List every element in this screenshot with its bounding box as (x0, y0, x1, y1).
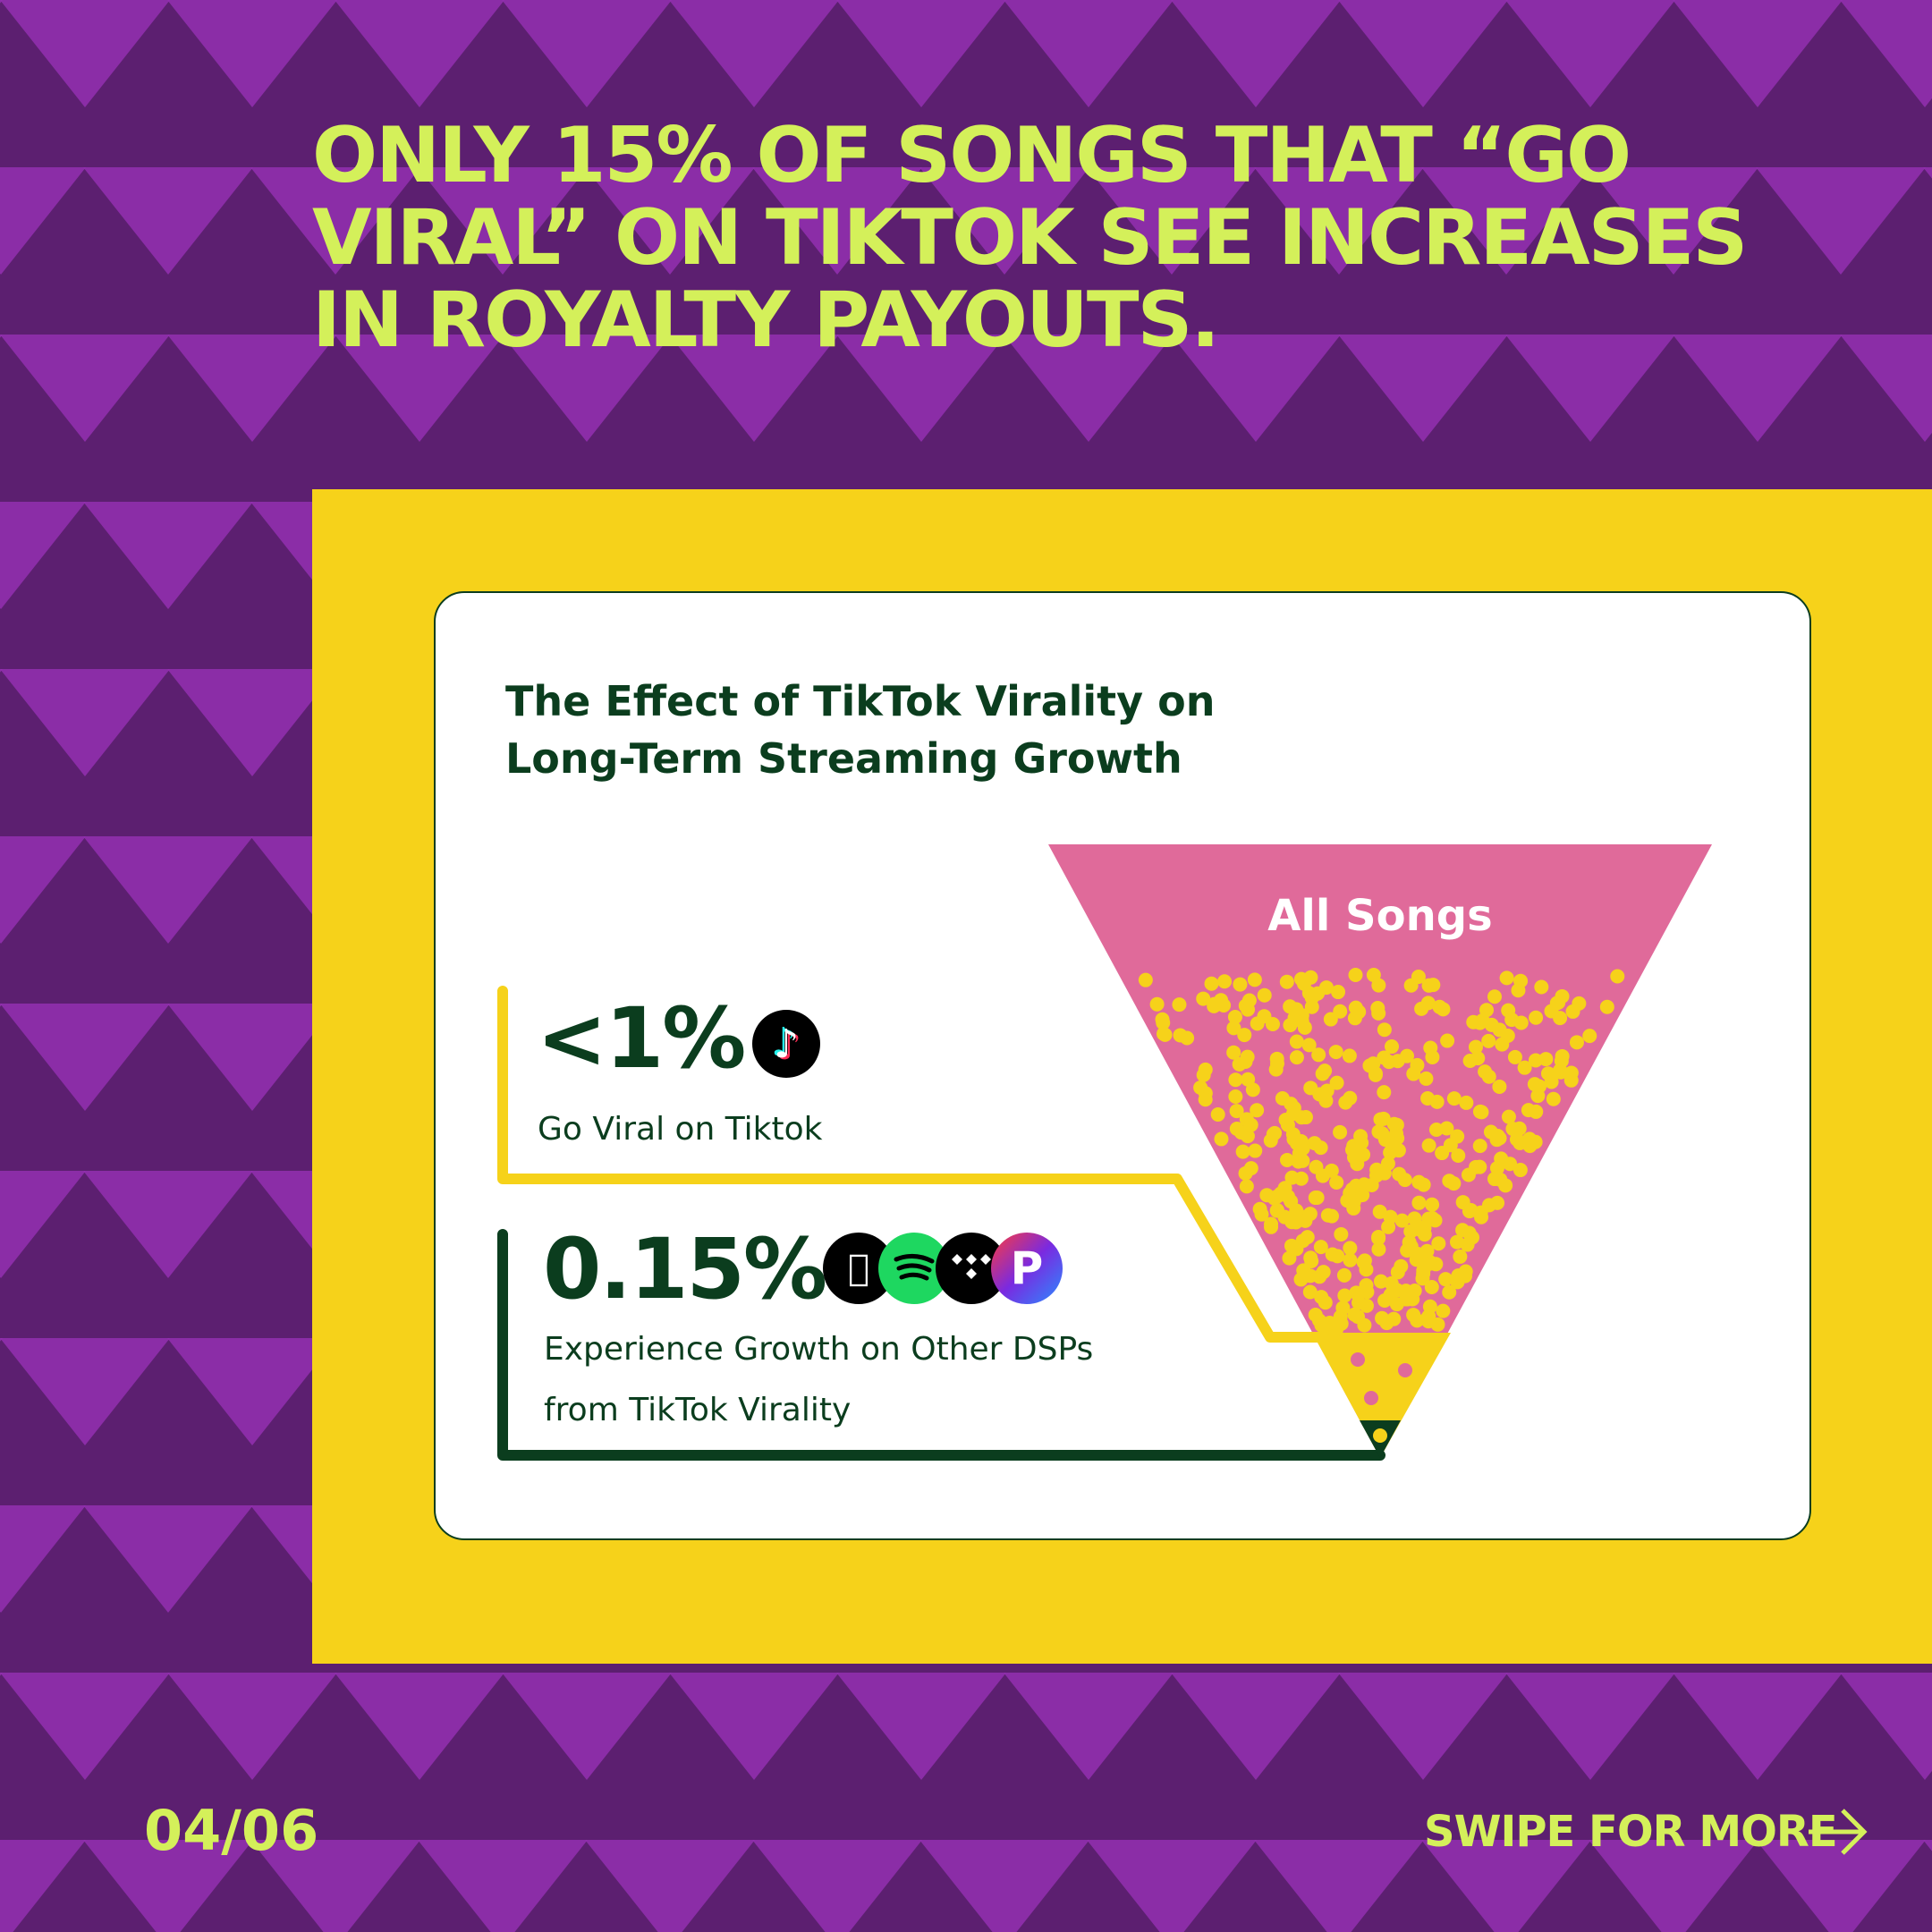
background-triangle (167, 0, 337, 107)
background-triangle (167, 669, 337, 776)
background-triangle (167, 335, 337, 442)
background-triangle (1756, 167, 1926, 275)
background-triangle (167, 1338, 337, 1445)
headline: Only 15% of songs that “go viral” on Tik… (312, 111, 1748, 365)
background-triangle (0, 1004, 3, 1007)
background-triangle (83, 502, 253, 609)
background-triangle (1254, 1840, 1424, 1932)
stat-growth-label-line2: from TikTok Virality (544, 1392, 852, 1428)
background-triangle (1171, 335, 1341, 442)
stat-growth-label-line1: Experience Growth on Other DSPs (544, 1331, 1094, 1368)
stat-growth-value: 0.15% (543, 1221, 827, 1318)
background-triangle (83, 1505, 253, 1613)
background-triangle (1673, 1673, 1843, 1780)
background-triangle (585, 167, 755, 275)
background-triangle (0, 669, 170, 776)
background-triangle (83, 1840, 253, 1932)
background-triangle (0, 1840, 86, 1932)
background-triangle (0, 1004, 170, 1111)
page-indicator: 04/06 (144, 1798, 319, 1863)
background-triangle (1923, 167, 1932, 179)
background-triangle (1505, 335, 1675, 442)
stat-viral-value: <1% (537, 990, 746, 1088)
background-triangle (335, 1673, 504, 1780)
background-triangle (0, 335, 3, 338)
background-triangle (1923, 1840, 1932, 1852)
background-triangle (250, 167, 420, 275)
background-triangle (83, 1171, 253, 1278)
background-triangle (585, 1840, 755, 1932)
background-triangle (1589, 1840, 1758, 1932)
background-triangle (1673, 335, 1843, 442)
swipe-hint: swipe for more (1424, 1807, 1838, 1857)
background-triangle (669, 0, 839, 107)
background-triangle (0, 0, 3, 4)
background-triangle (1004, 335, 1174, 442)
background-triangle (502, 335, 672, 442)
background-triangle (83, 167, 253, 275)
background-triangle (1087, 1840, 1257, 1932)
background-triangle (1840, 0, 1932, 107)
background-triangle (1840, 1673, 1932, 1780)
background-triangle (919, 167, 1089, 275)
stat-viral-label: Go Viral on Tiktok (538, 1111, 823, 1148)
background-triangle (1421, 1840, 1591, 1932)
background-triangle (1338, 1673, 1508, 1780)
background-triangle (1840, 335, 1932, 442)
background-triangle (1004, 0, 1174, 107)
background-triangle (1673, 0, 1843, 107)
background-triangle (1421, 167, 1591, 275)
background-triangle (1505, 1673, 1675, 1780)
background-triangle (0, 1673, 3, 1676)
background-triangle (752, 1840, 922, 1932)
background-triangle (1338, 335, 1508, 442)
background-triangle (0, 1673, 170, 1780)
background-triangle (752, 167, 922, 275)
background-triangle (502, 1673, 672, 1780)
background-triangle (1171, 1673, 1341, 1780)
background-triangle (836, 0, 1006, 107)
background-triangle (418, 1840, 588, 1932)
background-triangle (335, 0, 504, 107)
background-triangle (0, 0, 170, 107)
background-triangle (0, 1338, 3, 1342)
background-triangle (1589, 167, 1758, 275)
tiktok-icon: ♪ (752, 1010, 820, 1078)
background-triangle (502, 0, 672, 107)
background-triangle (0, 1505, 86, 1613)
background-triangle (0, 167, 86, 275)
background-triangle (250, 1840, 420, 1932)
background-triangle (836, 1673, 1006, 1780)
background-triangle (0, 669, 3, 673)
background-triangle (919, 1840, 1089, 1932)
background-triangle (1087, 167, 1257, 275)
background-triangle (83, 836, 253, 944)
background-triangle (1505, 0, 1675, 107)
background-triangle (1254, 167, 1424, 275)
background-triangle (0, 502, 86, 609)
background-triangle (0, 1338, 170, 1445)
background-triangle (335, 335, 504, 442)
background-triangle (1756, 1840, 1926, 1932)
background-triangle (1171, 0, 1341, 107)
background-triangle (1004, 1673, 1174, 1780)
pandora-icon: P (991, 1233, 1063, 1304)
background-triangle (0, 335, 170, 442)
arrow-right-icon[interactable] (1805, 1805, 1869, 1859)
background-triangle (167, 1673, 337, 1780)
chart-title: The Effect of TikTok Virality on Long-Te… (505, 673, 1216, 787)
background-triangle (836, 335, 1006, 442)
background-triangle (1338, 0, 1508, 107)
background-triangle (0, 836, 86, 944)
background-triangle (669, 335, 839, 442)
background-triangle (669, 1673, 839, 1780)
chart-title-line1: The Effect of TikTok Virality on (505, 677, 1216, 725)
background-triangle (167, 1004, 337, 1111)
chart-title-line2: Long-Term Streaming Growth (505, 734, 1182, 783)
background-triangle (418, 167, 588, 275)
background-triangle (0, 1171, 86, 1278)
